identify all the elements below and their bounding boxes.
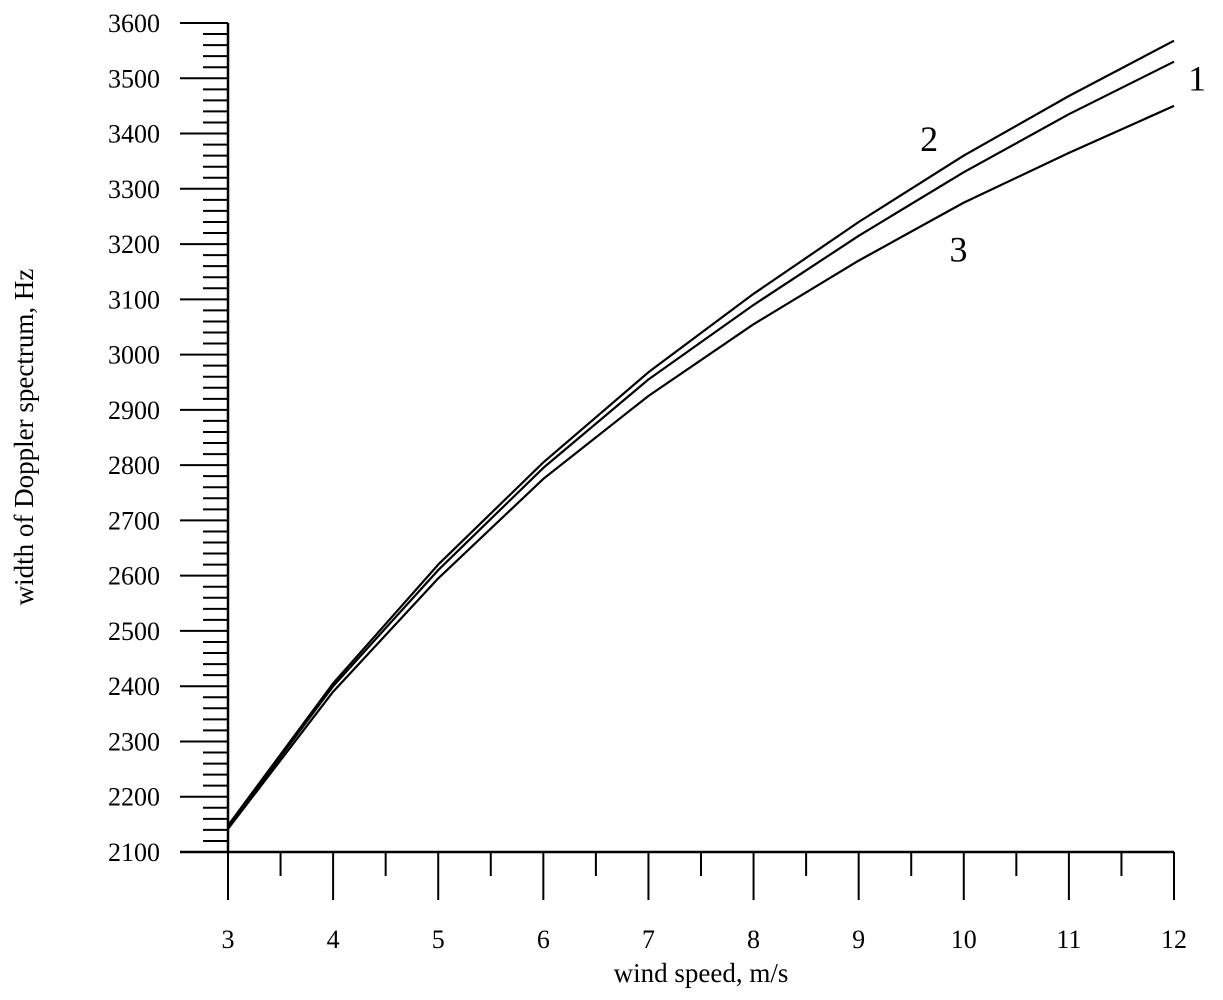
x-tick-label: 9 (852, 925, 865, 954)
y-tick-label: 2800 (108, 451, 160, 480)
y-tick-label: 2200 (108, 783, 160, 812)
y-tick-label: 2900 (108, 396, 160, 425)
x-tick-label: 11 (1056, 925, 1081, 954)
y-minor-ticks (203, 33, 228, 842)
y-tick-label: 3500 (108, 64, 160, 93)
series-line-1 (227, 60, 1175, 828)
y-axis-title: width of Doppler spectrum, Hz (9, 269, 39, 606)
x-tick-label: 8 (747, 925, 760, 954)
x-tick-label: 4 (327, 925, 340, 954)
y-tick-label: 3600 (108, 9, 160, 38)
x-axis-title: wind speed, m/s (614, 958, 789, 988)
y-tick-labels: 2100 2200 2300 2400 2500 2600 2700 2800 2900 3000… (108, 9, 160, 867)
y-tick-label: 3000 (108, 341, 160, 370)
series-lines (227, 39, 1175, 830)
y-major-ticks (180, 22, 228, 853)
y-tick-label: 2300 (108, 727, 160, 756)
series-line-3 (227, 104, 1175, 830)
y-tick-label: 2400 (108, 672, 160, 701)
y-tick-label: 3400 (108, 120, 160, 149)
x-tick-label: 5 (432, 925, 445, 954)
y-tick-label: 3300 (108, 175, 160, 204)
y-tick-label: 2100 (108, 838, 160, 867)
curve-label-3: 3 (950, 230, 968, 270)
x-tick-labels: 3 4 5 6 7 8 9 10 11 12 (222, 925, 1188, 954)
x-tick-label: 7 (642, 925, 655, 954)
curve-label-1: 1 (1188, 58, 1206, 98)
y-tick-label: 2500 (108, 617, 160, 646)
x-tick-label: 3 (222, 925, 235, 954)
series-line-2 (227, 39, 1175, 827)
y-tick-label: 3200 (108, 230, 160, 259)
x-ticks (227, 852, 1175, 900)
curve-label-2: 2 (920, 119, 938, 159)
curve-labels: 1 2 3 (920, 58, 1206, 269)
y-tick-label: 2600 (108, 562, 160, 591)
x-tick-label: 12 (1161, 925, 1187, 954)
x-tick-label: 10 (951, 925, 977, 954)
x-tick-label: 6 (537, 925, 550, 954)
y-tick-label: 2700 (108, 506, 160, 535)
y-tick-label: 3100 (108, 285, 160, 314)
